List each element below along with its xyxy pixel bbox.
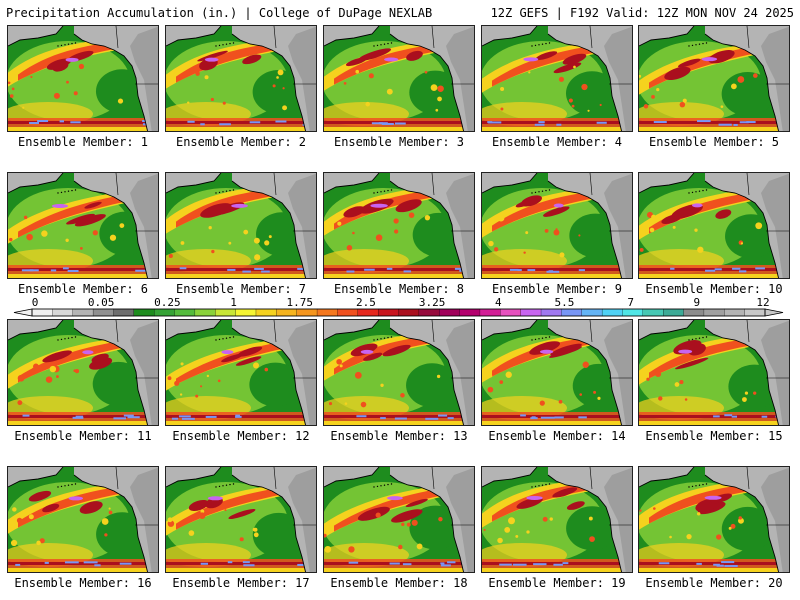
colorbar-tick-label: 9 (694, 296, 701, 309)
colorbar-swatch (683, 308, 705, 317)
map-title: Precipitation Accumulation (in.) | Colle… (6, 6, 433, 20)
ensemble-member-map (638, 466, 790, 573)
ensemble-member-map (7, 25, 159, 132)
colorbar-swatch (52, 308, 74, 317)
colorbar-swatch (642, 308, 664, 317)
colorbar-tick-label: 0.25 (154, 296, 181, 309)
colorbar-tick-label: 12 (756, 296, 769, 309)
colorbar-swatch (703, 308, 725, 317)
colorbar-min-arrow (13, 308, 33, 317)
ensemble-member-label: Ensemble Member: 7 (175, 282, 307, 296)
colorbar-swatch (601, 308, 623, 317)
colorbar-swatch (724, 308, 746, 317)
ensemble-member-label: Ensemble Member: 9 (491, 282, 623, 296)
ensemble-member-label: Ensemble Member: 8 (333, 282, 465, 296)
colorbar-swatch (622, 308, 644, 317)
ensemble-member-map (638, 172, 790, 279)
ensemble-member-label: Ensemble Member: 14 (488, 429, 626, 443)
ensemble-member-map (638, 25, 790, 132)
ensemble-member-label: Ensemble Member: 6 (17, 282, 149, 296)
ensemble-member-label: Ensemble Member: 10 (645, 282, 783, 296)
colorbar-tick-label: 2.5 (356, 296, 376, 309)
colorbar-swatch (418, 308, 440, 317)
ensemble-member-map (165, 25, 317, 132)
ensemble-member-map (165, 319, 317, 426)
colorbar-tick-label: 0.05 (88, 296, 115, 309)
ensemble-member-label: Ensemble Member: 20 (645, 576, 783, 590)
colorbar-swatch (459, 308, 481, 317)
ensemble-member-map (481, 319, 633, 426)
ensemble-member-map (165, 172, 317, 279)
ensemble-member-label: Ensemble Member: 4 (491, 135, 623, 149)
colorbar-swatch (337, 308, 359, 317)
colorbar-swatch (663, 308, 685, 317)
colorbar-tick-label: 1.75 (286, 296, 313, 309)
colorbar-max-arrow (764, 308, 784, 317)
ensemble-member-label: Ensemble Member: 3 (333, 135, 465, 149)
colorbar-swatch (255, 308, 277, 317)
colorbar-swatch (377, 308, 399, 317)
colorbar-tick-label: 0 (32, 296, 39, 309)
ensemble-member-map (638, 319, 790, 426)
colorbar-tick-label: 1 (230, 296, 237, 309)
valid-time: 12Z GEFS | F192 Valid: 12Z MON NOV 24 20… (490, 6, 794, 20)
ensemble-member-map (323, 466, 475, 573)
ensemble-member-label: Ensemble Member: 12 (172, 429, 310, 443)
colorbar-swatch (276, 308, 298, 317)
colorbar-swatch (72, 308, 94, 317)
colorbar-swatch (439, 308, 461, 317)
ensemble-member-map (481, 25, 633, 132)
ensemble-member-label: Ensemble Member: 11 (14, 429, 152, 443)
colorbar-swatch (235, 308, 257, 317)
colorbar-swatch (581, 308, 603, 317)
ensemble-member-label: Ensemble Member: 5 (648, 135, 780, 149)
ensemble-member-map (323, 25, 475, 132)
ensemble-member-label: Ensemble Member: 2 (175, 135, 307, 149)
colorbar-swatch (174, 308, 196, 317)
ensemble-member-map (481, 172, 633, 279)
ensemble-member-map (481, 466, 633, 573)
ensemble-member-map (323, 319, 475, 426)
ensemble-member-label: Ensemble Member: 13 (330, 429, 468, 443)
colorbar-swatch (296, 308, 318, 317)
ensemble-member-map (7, 172, 159, 279)
colorbar-tick-label: 3.25 (419, 296, 446, 309)
colorbar-tick-label: 4 (495, 296, 502, 309)
colorbar-swatch (133, 308, 155, 317)
colorbar-swatch (194, 308, 216, 317)
colorbar-swatch (561, 308, 583, 317)
ensemble-member-map (7, 466, 159, 573)
ensemble-member-label: Ensemble Member: 19 (488, 576, 626, 590)
colorbar-swatch (113, 308, 135, 317)
colorbar-swatch (316, 308, 338, 317)
colorbar-tick-label: 5.5 (555, 296, 575, 309)
colorbar-swatch (357, 308, 379, 317)
ensemble-member-label: Ensemble Member: 17 (172, 576, 310, 590)
ensemble-member-label: Ensemble Member: 1 (17, 135, 149, 149)
ensemble-member-map (323, 172, 475, 279)
colorbar-swatch (31, 308, 53, 317)
colorbar-swatch (744, 308, 766, 317)
colorbar-swatch (92, 308, 114, 317)
colorbar-tick-label: 7 (627, 296, 634, 309)
colorbar-swatch (398, 308, 420, 317)
colorbar-swatch (154, 308, 175, 317)
colorbar-swatch (540, 308, 562, 317)
ensemble-member-label: Ensemble Member: 16 (14, 576, 152, 590)
colorbar-swatch (215, 308, 237, 317)
precipitation-colorbar: 0 0.05 0.25 1 1.75 2.5 3.25 4 5.5 7 9 12 (13, 296, 784, 317)
colorbar-swatch (479, 308, 501, 317)
ensemble-member-map (165, 466, 317, 573)
ensemble-member-map (7, 319, 159, 426)
ensemble-member-label: Ensemble Member: 15 (645, 429, 783, 443)
ensemble-member-label: Ensemble Member: 18 (330, 576, 468, 590)
colorbar-swatch (500, 308, 522, 317)
colorbar-swatch (520, 308, 542, 317)
